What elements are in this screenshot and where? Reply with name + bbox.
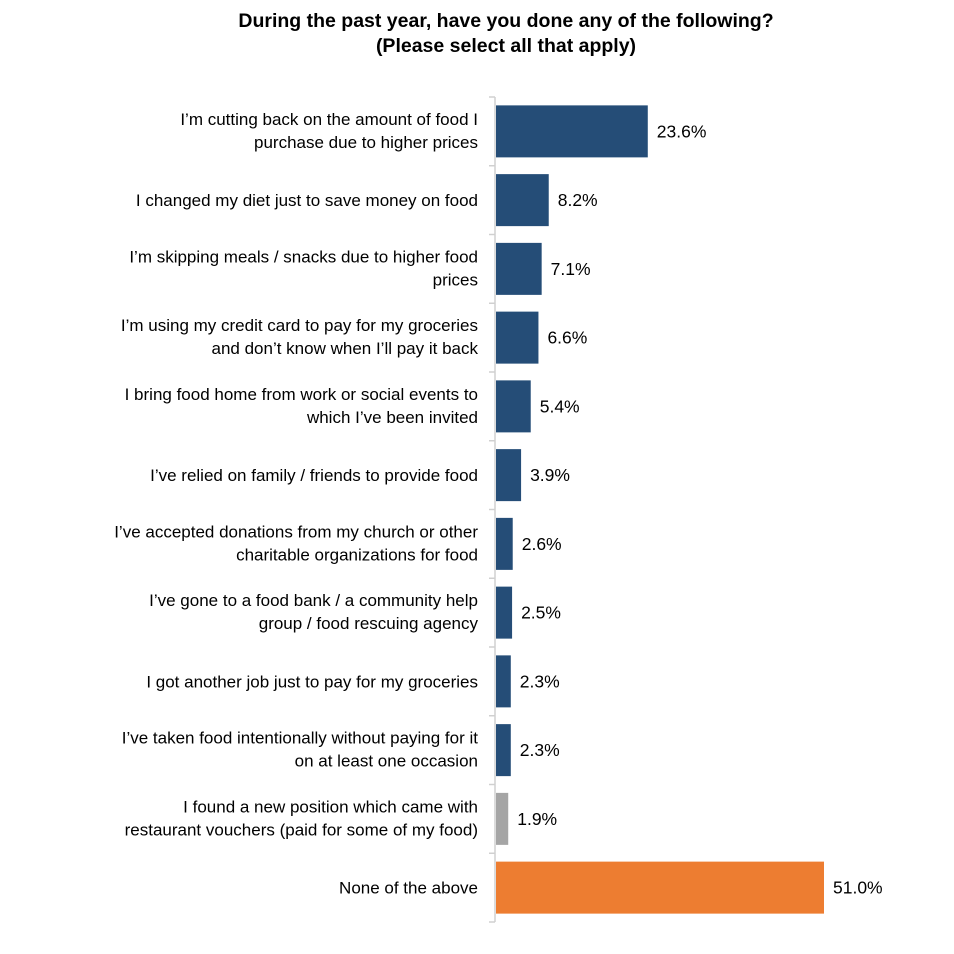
category-label-line: I’m skipping meals / snacks due to highe…	[129, 247, 478, 266]
data-label: 2.3%	[520, 740, 560, 760]
data-label: 2.3%	[520, 671, 560, 691]
category-label-line: purchase due to higher prices	[254, 133, 478, 152]
category-label-line: I found a new position which came with	[183, 797, 478, 816]
category-label-line: restaurant vouchers (paid for some of my…	[125, 820, 478, 839]
category-label: I’ve gone to a food bank / a community h…	[149, 591, 478, 633]
category-label: I’ve taken food intentionally without pa…	[122, 729, 479, 771]
category-label-line: group / food rescuing agency	[259, 614, 479, 633]
data-label: 2.6%	[522, 534, 562, 554]
category-label-line: and don’t know when I’ll pay it back	[212, 339, 479, 358]
bar	[496, 655, 511, 708]
category-label: I’ve relied on family / friends to provi…	[150, 466, 478, 485]
category-label: I changed my diet just to save money on …	[136, 191, 478, 210]
category-label: I’ve accepted donations from my church o…	[114, 522, 478, 564]
category-label: I bring food home from work or social ev…	[125, 385, 478, 427]
category-label-line: I changed my diet just to save money on …	[136, 191, 478, 210]
category-label: I’m using my credit card to pay for my g…	[121, 316, 479, 358]
bar	[496, 861, 824, 914]
category-label-line: I’m cutting back on the amount of food I	[180, 110, 478, 129]
category-label: I’m skipping meals / snacks due to highe…	[129, 247, 478, 289]
chart-subtitle: (Please select all that apply)	[375, 35, 637, 57]
category-label-line: I’ve relied on family / friends to provi…	[150, 466, 478, 485]
category-label-line: I got another job just to pay for my gro…	[146, 672, 478, 691]
bar	[496, 586, 513, 639]
bar	[496, 380, 531, 433]
category-label-line: I’ve gone to a food bank / a community h…	[149, 591, 478, 610]
category-label-line: prices	[433, 270, 478, 289]
bar	[496, 792, 509, 845]
data-label: 6.6%	[547, 328, 587, 348]
category-label-line: I bring food home from work or social ev…	[125, 385, 478, 404]
bar	[496, 105, 648, 158]
bar	[496, 724, 511, 777]
data-label: 2.5%	[521, 603, 561, 623]
category-label-line: None of the above	[339, 879, 478, 898]
category-label-line: which I’ve been invited	[306, 408, 478, 427]
chart-title-line: During the past year, have you done any …	[238, 10, 774, 32]
data-label: 51.0%	[833, 878, 883, 898]
bar	[496, 517, 513, 570]
category-label: I found a new position which came with re…	[125, 797, 478, 839]
category-label-line: I’ve taken food intentionally without pa…	[122, 729, 479, 748]
data-label: 1.9%	[517, 809, 557, 829]
category-label: None of the above	[339, 879, 478, 898]
bar	[496, 311, 539, 364]
chart-title: During the past year, have you done any …	[0, 9, 954, 59]
data-label: 8.2%	[558, 190, 598, 210]
data-label: 5.4%	[540, 396, 580, 416]
category-label-line: I’m using my credit card to pay for my g…	[121, 316, 478, 335]
data-label: 23.6%	[657, 121, 707, 141]
bar	[496, 174, 549, 227]
category-label-line: I’ve accepted donations from my church o…	[114, 522, 478, 541]
category-label-line: charitable organizations for food	[236, 545, 478, 564]
bar	[496, 449, 522, 502]
bar	[496, 242, 542, 295]
category-label-line: on at least one occasion	[295, 752, 478, 771]
category-label: I got another job just to pay for my gro…	[146, 672, 478, 691]
data-label: 7.1%	[551, 259, 591, 279]
data-label: 3.9%	[530, 465, 570, 485]
category-label: I’m cutting back on the amount of food I…	[180, 110, 478, 152]
